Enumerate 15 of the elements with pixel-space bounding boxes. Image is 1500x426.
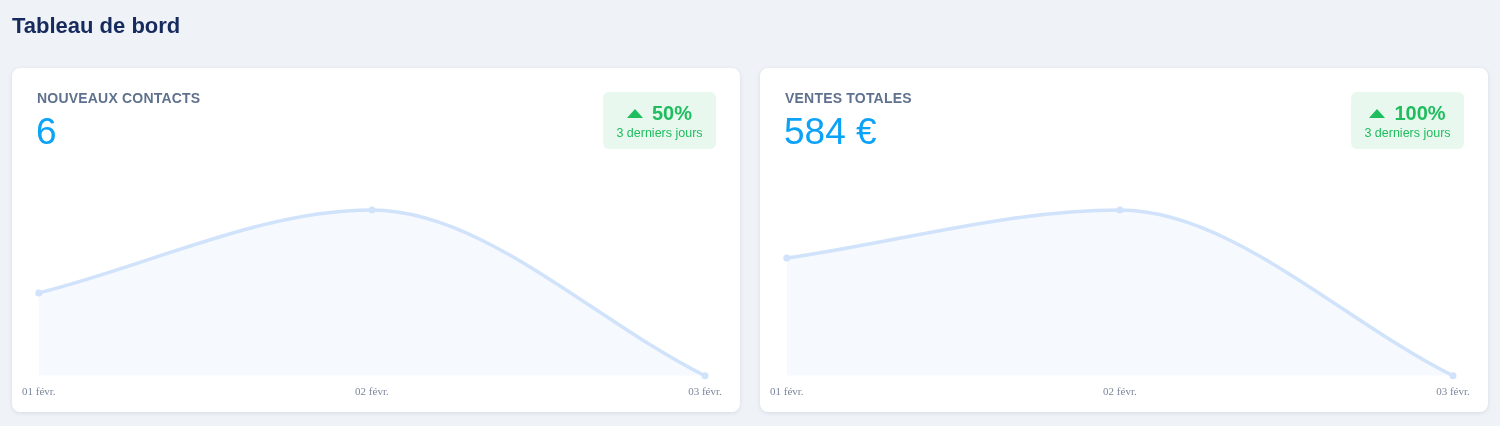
text: 584 € bbox=[784, 111, 877, 153]
text: 100% bbox=[1394, 102, 1446, 124]
x-tick-label: 03 févr. bbox=[688, 385, 723, 398]
text: 6 bbox=[36, 111, 57, 153]
text: 3 derniers jours bbox=[615, 125, 704, 141]
chart-title: NOUVEAUX CONTACTS bbox=[37, 89, 201, 107]
x-tick-label: 03 févr. bbox=[1436, 385, 1471, 398]
chart-title: VENTES TOTALES bbox=[785, 89, 912, 107]
x-tick-label: 01 févr. bbox=[22, 385, 56, 398]
text: Tableau de bord bbox=[12, 12, 181, 40]
x-tick-label: 02 févr. bbox=[355, 385, 389, 398]
x-tick-label: 02 févr. bbox=[1103, 385, 1137, 398]
text: 3 derniers jours bbox=[1363, 125, 1452, 141]
text: 50% bbox=[651, 102, 693, 124]
x-tick-label: 01 févr. bbox=[770, 385, 804, 398]
